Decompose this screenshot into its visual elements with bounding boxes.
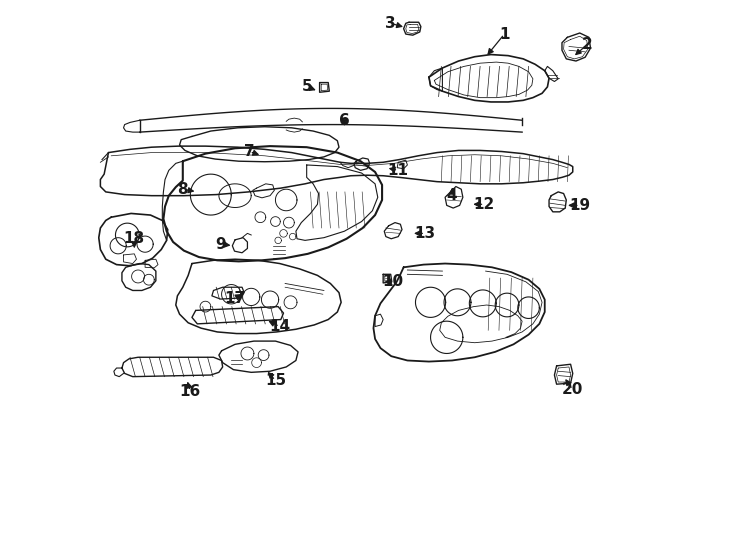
Text: 5: 5 <box>302 79 312 94</box>
Text: 16: 16 <box>180 384 201 399</box>
Text: 10: 10 <box>382 274 404 289</box>
Text: 13: 13 <box>415 226 436 241</box>
Text: 18: 18 <box>124 231 145 246</box>
Text: 11: 11 <box>388 163 409 178</box>
Text: 4: 4 <box>447 188 457 203</box>
Text: 19: 19 <box>569 198 590 213</box>
Text: 1: 1 <box>499 26 509 42</box>
Text: 12: 12 <box>473 197 495 212</box>
Text: 15: 15 <box>265 373 286 388</box>
Text: 8: 8 <box>178 181 188 197</box>
Text: 17: 17 <box>225 291 246 306</box>
Text: 9: 9 <box>215 237 226 252</box>
Text: 14: 14 <box>269 319 291 334</box>
Text: 20: 20 <box>562 382 584 397</box>
Text: 3: 3 <box>385 16 396 31</box>
Text: 7: 7 <box>244 144 255 159</box>
Text: 2: 2 <box>581 37 592 52</box>
Text: 6: 6 <box>339 113 350 128</box>
